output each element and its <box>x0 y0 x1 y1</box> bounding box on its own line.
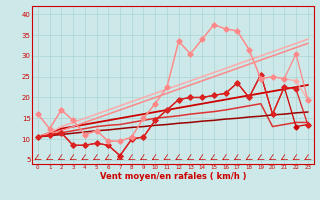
X-axis label: Vent moyen/en rafales ( km/h ): Vent moyen/en rafales ( km/h ) <box>100 172 246 181</box>
